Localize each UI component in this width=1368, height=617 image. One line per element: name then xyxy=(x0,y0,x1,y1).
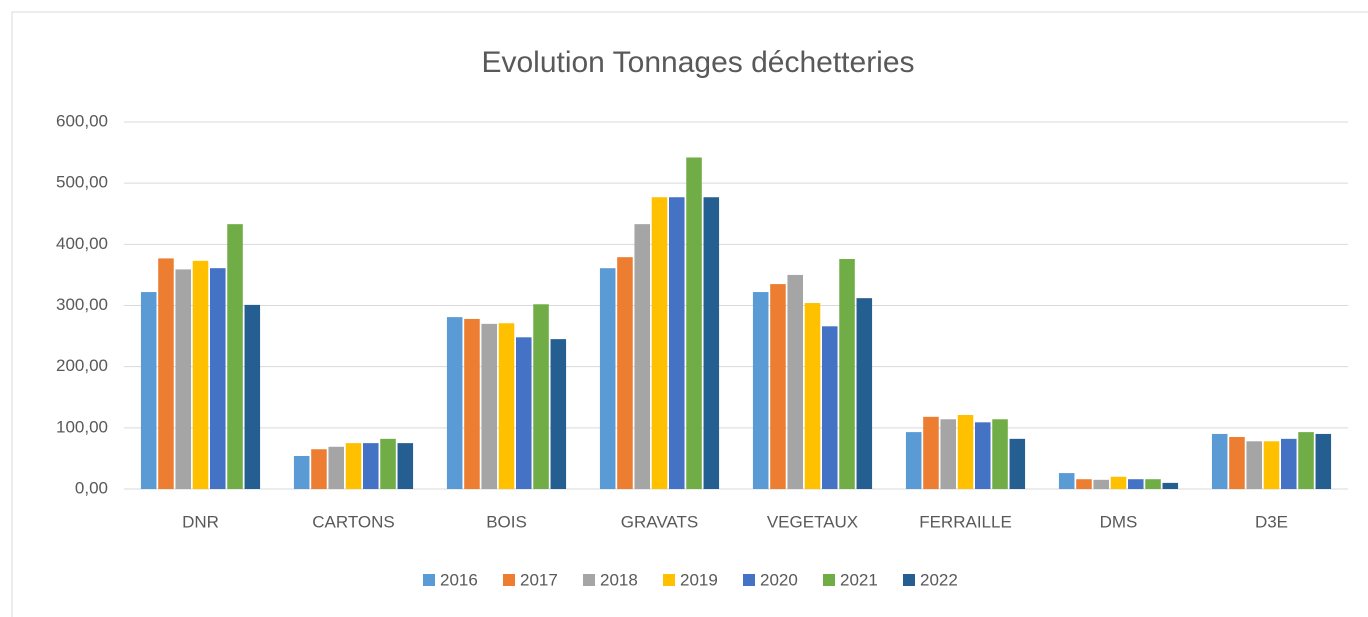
bar xyxy=(328,446,345,489)
bar xyxy=(550,339,567,489)
legend-label: 2017 xyxy=(520,570,558,589)
bar xyxy=(599,268,616,489)
chart-title: Evolution Tonnages déchetteries xyxy=(481,46,914,79)
bar xyxy=(311,449,327,489)
bar xyxy=(380,438,396,489)
legend-label: 2021 xyxy=(840,570,878,589)
bar xyxy=(703,197,720,490)
bar xyxy=(1315,433,1332,489)
bar xyxy=(1162,482,1179,489)
bar xyxy=(175,269,192,489)
x-tick-label: BOIS xyxy=(486,512,527,531)
legend-label: 2019 xyxy=(680,570,718,589)
y-tick-label: 100,00 xyxy=(56,417,108,436)
legend-label: 2022 xyxy=(920,570,958,589)
bar xyxy=(345,443,362,489)
bar xyxy=(1263,441,1280,489)
bar xyxy=(770,284,786,489)
bar xyxy=(1110,476,1127,489)
y-tick-label: 0,00 xyxy=(75,478,108,497)
legend-label: 2016 xyxy=(440,570,478,589)
bar xyxy=(1211,433,1228,489)
bar xyxy=(515,337,532,489)
bar xyxy=(397,443,414,489)
bar xyxy=(1093,479,1110,489)
bar xyxy=(227,224,243,490)
bar xyxy=(244,304,261,489)
bar xyxy=(158,258,174,489)
bar xyxy=(787,274,804,489)
bar xyxy=(1298,432,1314,489)
legend-label: 2020 xyxy=(760,570,798,589)
bar xyxy=(293,455,310,489)
bar xyxy=(651,197,668,490)
legend-swatch xyxy=(823,574,835,586)
bar xyxy=(752,292,769,489)
legend-swatch xyxy=(743,574,755,586)
bar xyxy=(446,317,463,489)
bar xyxy=(821,326,838,489)
bar xyxy=(209,268,226,489)
legend-label: 2018 xyxy=(600,570,638,589)
y-tick-label: 300,00 xyxy=(56,295,108,314)
bar xyxy=(686,157,702,489)
bar xyxy=(668,197,685,490)
bar xyxy=(1246,441,1263,489)
bar xyxy=(481,323,498,489)
bar xyxy=(1076,479,1092,489)
x-tick-label: DMS xyxy=(1100,512,1138,531)
bar xyxy=(140,292,157,489)
bar xyxy=(533,304,549,489)
bar xyxy=(634,224,651,490)
bar xyxy=(1058,473,1075,489)
bar xyxy=(974,422,991,489)
y-tick-label: 200,00 xyxy=(56,356,108,375)
bar xyxy=(617,257,633,489)
x-tick-label: VEGETAUX xyxy=(767,512,858,531)
bar xyxy=(839,259,855,489)
y-tick-label: 500,00 xyxy=(56,173,108,192)
bar xyxy=(957,414,974,489)
legend-swatch xyxy=(903,574,915,586)
x-tick-label: DNR xyxy=(182,512,219,531)
legend-swatch xyxy=(583,574,595,586)
bar xyxy=(923,416,939,489)
bar xyxy=(192,260,209,489)
legend-swatch xyxy=(503,574,515,586)
x-tick-label: FERRAILLE xyxy=(919,512,1012,531)
bar xyxy=(905,432,922,489)
x-tick-label: GRAVATS xyxy=(621,512,698,531)
y-tick-label: 400,00 xyxy=(56,234,108,253)
bar xyxy=(1127,479,1144,489)
bar xyxy=(498,323,515,489)
legend-swatch xyxy=(663,574,675,586)
bar xyxy=(856,298,873,489)
bar xyxy=(940,419,957,489)
x-tick-label: CARTONS xyxy=(312,512,395,531)
bar xyxy=(1280,438,1297,489)
bar xyxy=(992,419,1008,489)
bar xyxy=(1009,438,1026,489)
legend-swatch xyxy=(423,574,435,586)
bar xyxy=(804,303,821,489)
bar xyxy=(464,318,480,489)
bar xyxy=(362,443,379,489)
bar xyxy=(1145,479,1161,489)
x-tick-label: D3E xyxy=(1255,512,1288,531)
bar xyxy=(1229,437,1245,489)
y-tick-label: 600,00 xyxy=(56,111,108,130)
